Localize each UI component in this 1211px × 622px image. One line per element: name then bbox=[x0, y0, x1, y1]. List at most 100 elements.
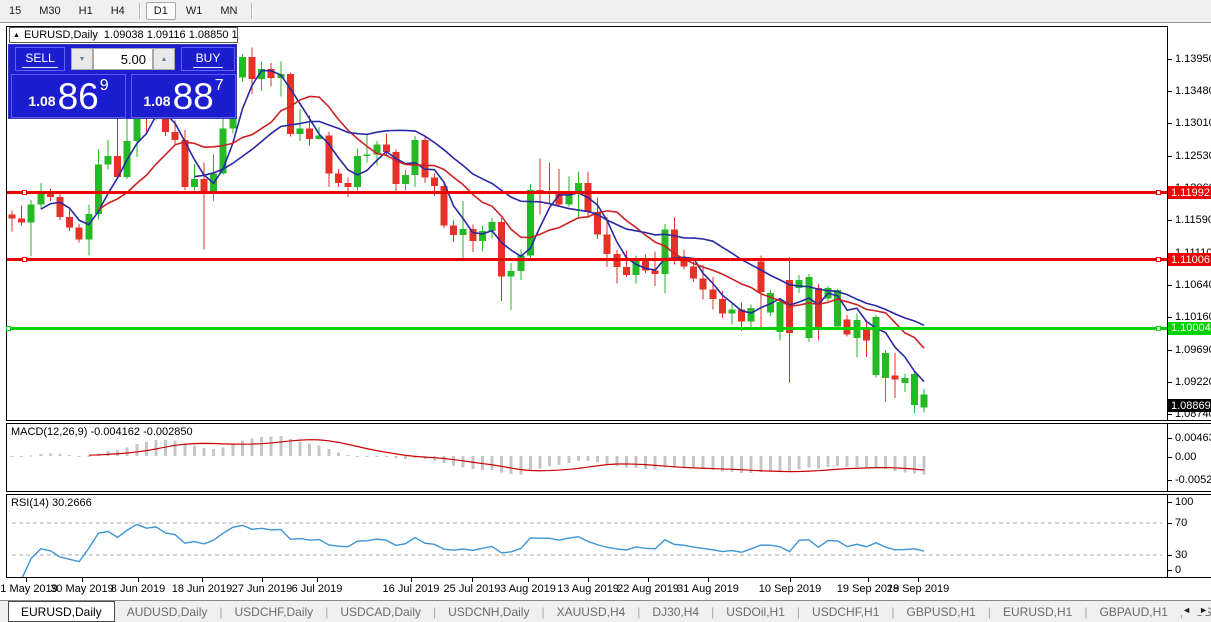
macd-bar bbox=[221, 447, 225, 456]
price-tick-label: 1.10640 bbox=[1175, 278, 1211, 291]
macd-bar bbox=[807, 456, 811, 468]
line-handle[interactable] bbox=[1156, 325, 1161, 331]
chart-left-border bbox=[6, 26, 7, 578]
buy-button[interactable]: BUY bbox=[181, 47, 235, 71]
macd-splitter[interactable] bbox=[6, 420, 1211, 424]
sell-price-big: 86 bbox=[57, 75, 99, 117]
timeframe-button-H4[interactable]: H4 bbox=[110, 5, 125, 17]
macd-bar bbox=[413, 456, 417, 459]
chart-tab-USDOil-H1[interactable]: USDOil,H1 bbox=[726, 604, 785, 619]
moving-average-10 bbox=[97, 95, 925, 349]
date-label: 19 Sep 2019 bbox=[836, 583, 900, 595]
line-handle[interactable] bbox=[22, 190, 27, 196]
date-axis[interactable]: 21 May 2019 30 May 2019 8 Jun 2019 18 Jun 2… bbox=[0, 578, 1211, 600]
date-tick bbox=[918, 578, 919, 582]
horizontal-line-1.11992[interactable] bbox=[7, 191, 1167, 195]
price-tick bbox=[1167, 414, 1172, 416]
candle bbox=[200, 162, 208, 250]
macd-bar bbox=[327, 449, 331, 456]
candle bbox=[651, 251, 659, 287]
toolbar-separator bbox=[138, 3, 140, 19]
macd-bar bbox=[615, 456, 619, 466]
date-label: 3 Aug 2019 bbox=[500, 583, 556, 595]
chart-tab-DJ30-H4[interactable]: DJ30,H4 bbox=[652, 604, 700, 619]
chart-tab-EURUSD-Daily[interactable]: EURUSD,Daily bbox=[8, 601, 115, 622]
date-tick bbox=[528, 578, 529, 582]
chart-tab-USDCHF-H1[interactable]: USDCHF,H1 bbox=[812, 604, 880, 619]
macd-bar bbox=[48, 453, 52, 456]
macd-bar bbox=[605, 456, 609, 464]
date-label: 22 Aug 2019 bbox=[617, 583, 679, 595]
timeframe-button-M30[interactable]: M30 bbox=[39, 5, 61, 17]
timeframe-button-15[interactable]: 15 bbox=[9, 5, 22, 17]
macd-bar bbox=[269, 436, 273, 456]
line-handle[interactable] bbox=[22, 257, 27, 263]
macd-bar bbox=[394, 456, 398, 459]
line-handle[interactable] bbox=[6, 325, 11, 331]
macd-bar bbox=[183, 443, 187, 456]
horizontal-line-1.11006[interactable] bbox=[7, 258, 1167, 262]
macd-pane-canvas[interactable] bbox=[7, 424, 1167, 491]
sell-price-button[interactable]: 1.08 86 9 bbox=[11, 74, 126, 118]
candle bbox=[920, 389, 928, 413]
macd-bar bbox=[116, 450, 120, 456]
date-tick bbox=[411, 578, 412, 582]
rsi-axis-label: 30 bbox=[1175, 549, 1188, 561]
date-label: 30 May 2019 bbox=[50, 583, 114, 595]
macd-bar bbox=[308, 443, 312, 456]
price-tick-label: 1.13480 bbox=[1175, 85, 1211, 98]
macd-bar bbox=[490, 456, 494, 470]
macd-bar bbox=[336, 452, 340, 456]
timeframe-button-MN[interactable]: MN bbox=[220, 5, 238, 17]
candle bbox=[786, 256, 794, 383]
chart-tab-USDCHF-Daily[interactable]: USDCHF,Daily bbox=[234, 604, 314, 619]
macd-bar bbox=[500, 456, 504, 473]
volume-input[interactable]: 5.00 bbox=[93, 48, 153, 70]
macd-bar bbox=[922, 456, 926, 475]
tab-separator: | bbox=[891, 604, 895, 619]
macd-bar bbox=[519, 456, 523, 475]
rsi-axis-label: 100 bbox=[1175, 496, 1194, 508]
candle bbox=[46, 188, 54, 201]
macd-bar bbox=[797, 456, 801, 470]
candle bbox=[728, 303, 736, 325]
chart-tab-AUDUSD-Daily[interactable]: AUDUSD,Daily bbox=[126, 604, 208, 619]
timeframe-button-D1[interactable]: D1 bbox=[145, 2, 176, 20]
price-axis[interactable] bbox=[1168, 26, 1211, 578]
chart-tab-USDCNH-Daily[interactable]: USDCNH,Daily bbox=[448, 604, 530, 619]
date-tick bbox=[138, 578, 139, 582]
chart-tab-GBPUSD-H1[interactable]: GBPUSD,H1 bbox=[906, 604, 976, 619]
main-chart-canvas[interactable] bbox=[7, 27, 1167, 420]
tab-scroll-arrows: ◄ ► bbox=[1176, 605, 1208, 615]
timeframe-button-W1[interactable]: W1 bbox=[185, 5, 203, 17]
candle bbox=[354, 148, 362, 191]
volume-increase-button[interactable]: ▲ bbox=[153, 48, 175, 70]
tab-separator: | bbox=[1084, 604, 1088, 619]
line-handle[interactable] bbox=[1156, 257, 1161, 263]
candle bbox=[805, 273, 813, 343]
chart-tab-EURUSD-H1[interactable]: EURUSD,H1 bbox=[1002, 604, 1073, 619]
rsi-line bbox=[21, 523, 925, 577]
buy-price-button[interactable]: 1.08 88 7 bbox=[131, 74, 236, 118]
chart-tab-GBPAUD-H1[interactable]: GBPAUD,H1 bbox=[1099, 604, 1168, 619]
macd-bar bbox=[77, 456, 81, 457]
candle bbox=[872, 314, 880, 378]
timeframe-button-H1[interactable]: H1 bbox=[78, 5, 93, 17]
chart-tab-XAUUSD-H4[interactable]: XAUUSD,H4 bbox=[556, 604, 626, 619]
date-tick bbox=[26, 578, 27, 582]
macd-bar bbox=[29, 455, 33, 457]
sell-button[interactable]: SELL bbox=[15, 47, 65, 71]
rsi-pane-canvas[interactable] bbox=[7, 495, 1167, 577]
chart-tab-USDCAD-Daily[interactable]: USDCAD,Daily bbox=[340, 604, 421, 619]
line-handle[interactable] bbox=[1156, 190, 1161, 196]
macd-bar bbox=[461, 456, 465, 468]
tab-scroll-left-icon[interactable]: ◄ bbox=[1182, 605, 1192, 615]
rsi-splitter[interactable] bbox=[6, 491, 1211, 495]
horizontal-line-1.10004[interactable] bbox=[7, 326, 1167, 330]
macd-bar bbox=[884, 456, 888, 469]
tab-scroll-right-icon[interactable]: ► bbox=[1199, 605, 1208, 615]
collapse-triangle-icon[interactable]: ▲ bbox=[13, 31, 20, 39]
candle bbox=[190, 164, 198, 191]
volume-decrease-button[interactable]: ▼ bbox=[71, 48, 93, 70]
